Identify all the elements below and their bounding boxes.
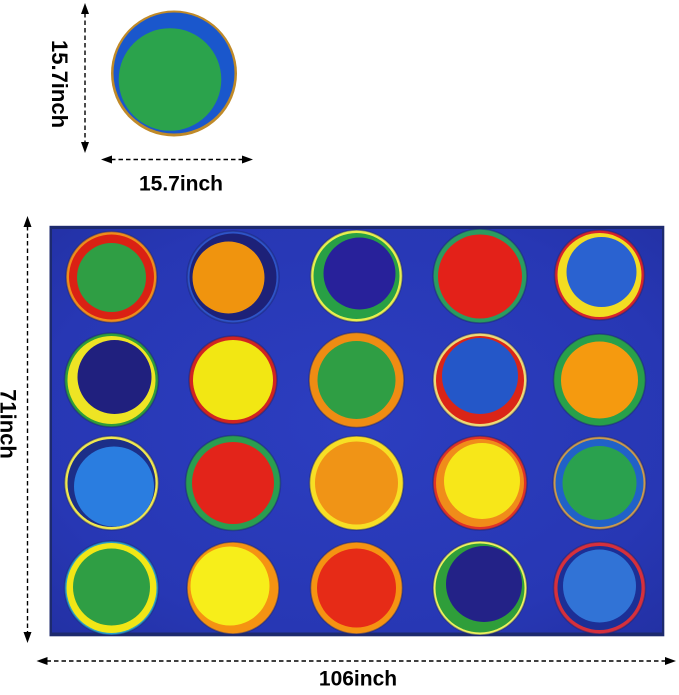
- svg-text:15.7inch: 15.7inch: [139, 173, 223, 196]
- svg-text:15.7inch: 15.7inch: [47, 40, 72, 128]
- svg-text:106inch: 106inch: [319, 668, 397, 691]
- svg-text:71inch: 71inch: [0, 389, 21, 459]
